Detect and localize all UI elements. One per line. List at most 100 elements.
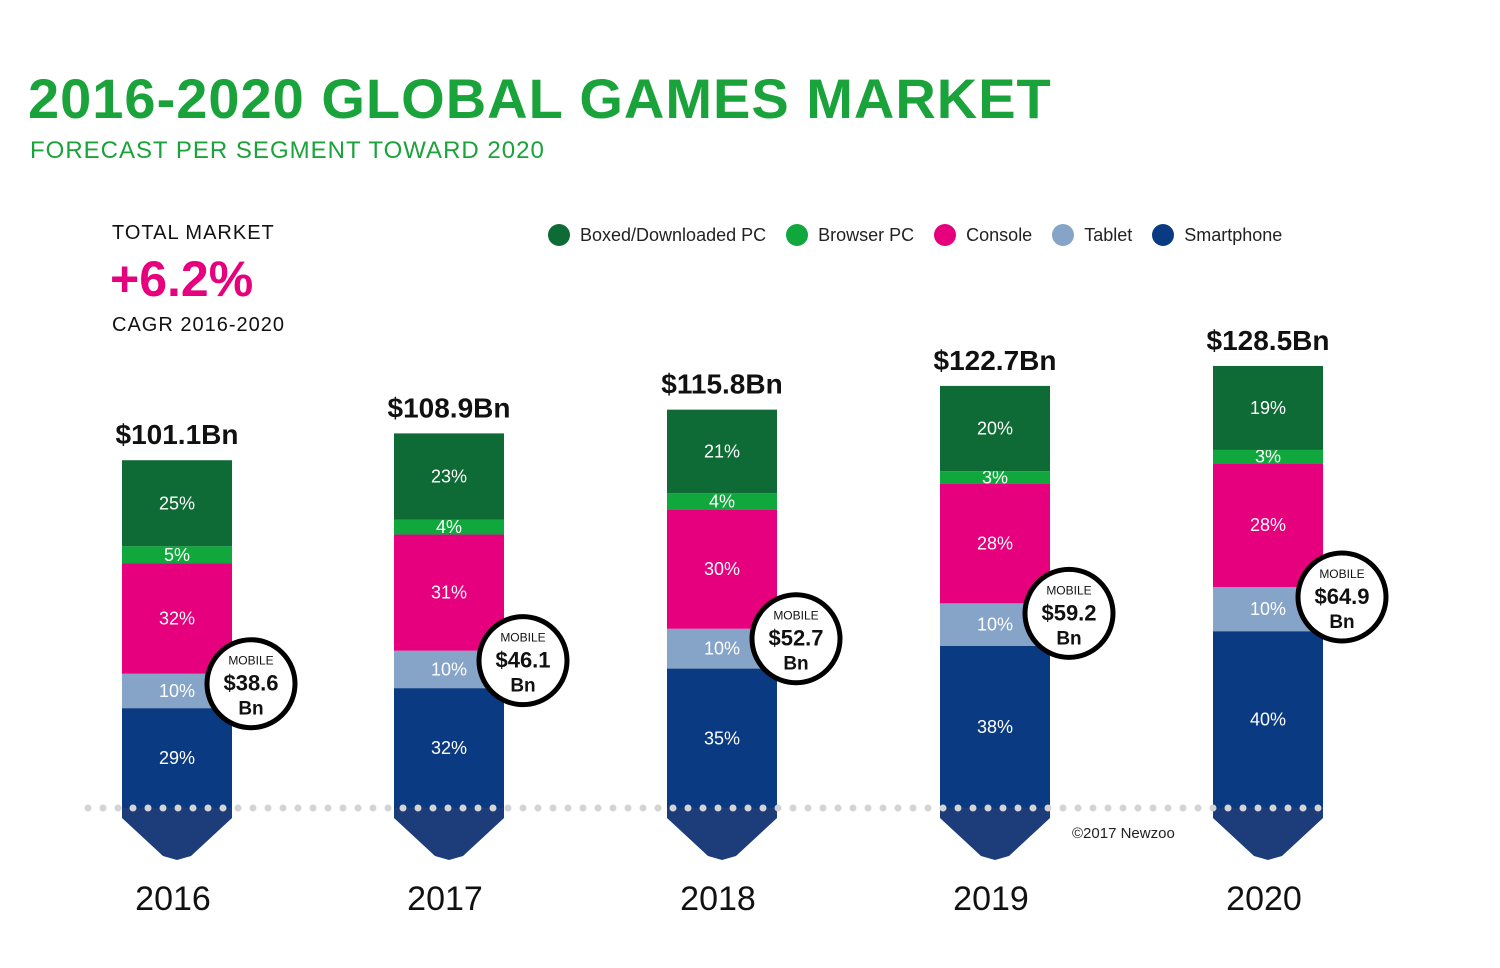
segment-value-label-console-2016: 32% [159,609,195,629]
segment-value-label-browser-pc-2017: 4% [436,517,462,537]
segment-value-label-tablet-2017: 10% [431,659,467,679]
legend: Boxed/Downloaded PC Browser PC Console T… [548,224,1282,246]
bar-segment-smartphone-2018 [667,668,777,808]
bar-segment-console-2017 [394,534,504,651]
legend-label: Smartphone [1184,224,1283,245]
bar-segment-browser-pc-2016 [122,546,232,564]
bar-segment-browser-pc-2019 [940,471,1050,484]
segment-value-label-tablet-2020: 10% [1250,599,1286,619]
mobile-bubble-value-2019: $59.2 [1041,600,1096,625]
segment-value-label-smartphone-2019: 38% [977,717,1013,737]
mobile-bubble-label-2019: MOBILE [1046,583,1091,597]
x-tick-label-2018: 2018 [680,880,756,918]
legend-item-smartphone: Smartphone [1152,224,1282,246]
chart-title: 2016-2020 GLOBAL GAMES MARKET [28,67,1052,130]
segment-value-label-smartphone-2020: 40% [1250,710,1286,730]
mobile-bubble-value-2020: $64.9 [1314,584,1369,609]
mobile-bubble-label-2016: MOBILE [228,654,273,668]
segment-value-label-boxed-downloaded-pc-2016: 25% [159,493,195,513]
legend-swatch-console [934,224,957,246]
segment-value-label-console-2017: 31% [431,583,467,603]
bar-segment-boxed-downloaded-pc-2016 [122,460,232,547]
segment-value-label-tablet-2016: 10% [159,681,195,701]
segment-value-label-smartphone-2017: 32% [431,738,467,758]
legend-swatch-smartphone [1152,224,1175,246]
bar-arrow-2018 [667,808,777,860]
segment-value-label-console-2019: 28% [977,534,1013,554]
x-tick-label-2020: 2020 [1226,880,1302,918]
legend-label: Tablet [1084,224,1133,245]
bar-arrow-2019 [940,808,1050,860]
bar-segment-boxed-downloaded-pc-2017 [394,433,504,520]
total-market-caption: CAGR 2016-2020 [112,314,285,336]
total-market-label: TOTAL MARKET [112,222,275,244]
segment-value-label-browser-pc-2018: 4% [709,491,735,511]
bar-segment-smartphone-2016 [122,708,232,808]
mobile-bubble-2020 [1295,550,1389,644]
legend-item-console: Console [934,224,1032,246]
mobile-bubble-unit-2017: Bn [510,676,535,697]
segment-value-label-boxed-downloaded-pc-2018: 21% [704,441,740,461]
x-tick-label-2016: 2016 [135,880,211,918]
copyright-note: ©2017 Newzoo [1072,825,1175,842]
legend-label: Boxed/Downloaded PC [580,224,767,245]
mobile-bubble-2018 [749,592,843,686]
segment-value-label-tablet-2019: 10% [977,615,1013,635]
legend-swatch-browser-pc [786,224,809,246]
segment-value-label-console-2018: 30% [704,559,740,579]
mobile-bubble-value-2016: $38.6 [223,671,278,696]
mobile-bubble-unit-2019: Bn [1056,628,1081,649]
segment-value-label-browser-pc-2020: 3% [1255,447,1281,467]
x-tick-label-2017: 2017 [407,880,483,918]
bar-arrow-2017 [394,808,504,860]
mobile-bubble-label-2020: MOBILE [1319,567,1364,581]
bar-segment-console-2020 [1213,463,1323,587]
legend-swatch-boxed-pc [548,224,570,246]
mobile-bubble-2019 [1022,566,1116,660]
bar-arrow-2020 [1213,808,1323,860]
bar-arrow-2016 [122,808,232,860]
bar-total-label-2020: $128.5Bn [1207,325,1330,356]
mobile-bubble-unit-2016: Bn [238,699,263,720]
segment-value-label-tablet-2018: 10% [704,639,740,659]
mobile-bubble-2017 [476,614,570,708]
legend-label: Browser PC [818,224,915,245]
mobile-bubble-label-2017: MOBILE [500,631,545,645]
legend-item-browser-pc: Browser PC [786,224,914,246]
legend-item-tablet: Tablet [1052,224,1132,246]
chart-subtitle: FORECAST PER SEGMENT TOWARD 2020 [30,137,545,164]
bar-segment-boxed-downloaded-pc-2018 [667,409,777,494]
segment-value-label-browser-pc-2019: 3% [982,468,1008,488]
legend-label: Console [966,224,1033,245]
segment-value-label-console-2020: 28% [1250,515,1286,535]
mobile-bubble-value-2018: $52.7 [768,626,823,651]
bar-total-label-2017: $108.9Bn [388,392,511,423]
mobile-bubble-label-2018: MOBILE [773,609,818,623]
x-tick-label-2019: 2019 [953,880,1029,918]
segment-value-label-boxed-downloaded-pc-2019: 20% [977,419,1013,439]
mobile-bubble-unit-2020: Bn [1329,612,1354,633]
bar-segment-console-2016 [122,563,232,674]
bar-segment-smartphone-2020 [1213,631,1323,808]
segment-value-label-smartphone-2016: 29% [159,748,195,768]
bar-segment-smartphone-2017 [394,688,504,808]
mobile-bubble-unit-2018: Bn [783,654,808,675]
bar-segment-boxed-downloaded-pc-2020 [1213,365,1323,450]
bar-segment-boxed-downloaded-pc-2019 [940,385,1050,472]
segment-value-label-smartphone-2018: 35% [704,728,740,748]
bar-segment-browser-pc-2020 [1213,449,1323,464]
bar-total-label-2018: $115.8Bn [661,369,782,400]
bar-segment-console-2019 [940,483,1050,604]
mobile-bubble-value-2017: $46.1 [495,648,550,673]
segment-value-label-boxed-downloaded-pc-2017: 23% [431,466,467,486]
bar-total-label-2016: $101.1Bn [116,419,239,450]
legend-swatch-tablet [1052,224,1075,246]
legend-item-boxed-pc: Boxed/Downloaded PC [548,224,766,246]
bar-segment-browser-pc-2018 [667,493,777,510]
bar-total-label-2019: $122.7Bn [934,345,1057,376]
mobile-bubble-2016 [204,637,298,731]
bar-segment-browser-pc-2017 [394,519,504,535]
total-market-cagr-value: +6.2% [110,251,254,307]
bar-segment-console-2018 [667,509,777,629]
